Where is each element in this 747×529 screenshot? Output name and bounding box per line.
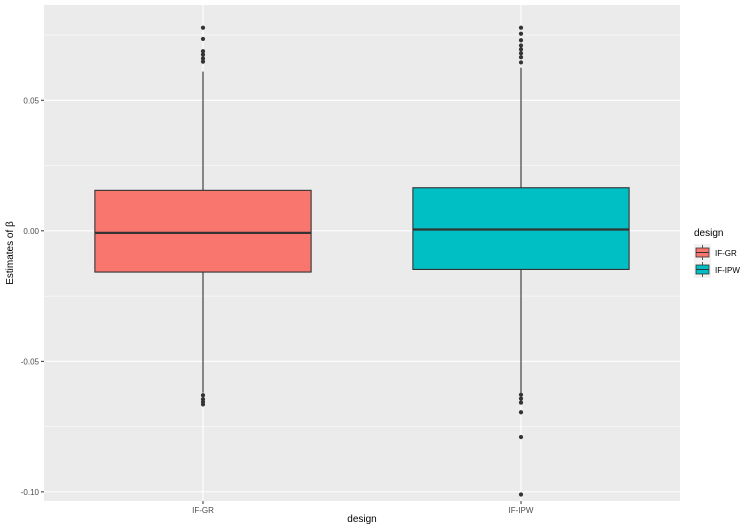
y-tick-label: 0.00: [23, 227, 39, 236]
outlier-point: [200, 393, 206, 398]
outlier-point: [518, 410, 524, 415]
x-tick-label: IF-IPW: [509, 506, 534, 515]
outlier-point: [518, 60, 524, 65]
legend-item-if-gr: IF-GR: [694, 244, 737, 261]
legend-label: IF-IPW: [715, 266, 740, 275]
outlier-point: [518, 492, 524, 497]
y-axis-ticks: -0.10 -0.05 0.00 0.05: [21, 96, 44, 497]
box-layer: [94, 25, 630, 497]
outlier-point: [518, 51, 524, 56]
outlier-point: [200, 36, 206, 42]
outlier-point: [518, 43, 524, 48]
y-tick-label: -0.05: [21, 357, 40, 366]
outlier-point: [518, 47, 524, 52]
outlier-point: [518, 396, 524, 401]
legend-title: design: [694, 228, 723, 239]
x-axis-ticks: IF-GR IF-IPW: [192, 501, 534, 515]
x-tick-label: IF-GR: [192, 506, 214, 515]
outlier-point: [518, 55, 524, 60]
box-if-ipw: [412, 25, 630, 497]
box-body: [94, 189, 312, 273]
outlier-point: [518, 25, 524, 30]
outlier-point: [518, 400, 524, 405]
legend-item-if-ipw: IF-IPW: [694, 261, 740, 278]
outlier-point: [518, 31, 524, 36]
outlier-point: [200, 52, 206, 57]
outlier-point: [200, 402, 206, 407]
outlier-point: [200, 49, 206, 54]
y-tick-label: 0.05: [23, 96, 39, 105]
outlier-point: [200, 59, 206, 64]
outlier-point: [200, 56, 206, 61]
legend: design IF-GR IF-IPW: [694, 228, 740, 278]
legend-items: IF-GR IF-IPW: [694, 244, 740, 278]
x-axis-title: design: [347, 514, 376, 525]
y-tick-label: -0.10: [21, 488, 40, 497]
outlier-point: [518, 392, 524, 397]
legend-label: IF-GR: [715, 249, 737, 258]
outlier-point: [518, 38, 524, 43]
box-if-gr: [94, 25, 312, 407]
outlier-point: [518, 434, 524, 440]
outlier-point: [200, 25, 206, 30]
y-axis-title: Estimates of β: [5, 221, 16, 285]
